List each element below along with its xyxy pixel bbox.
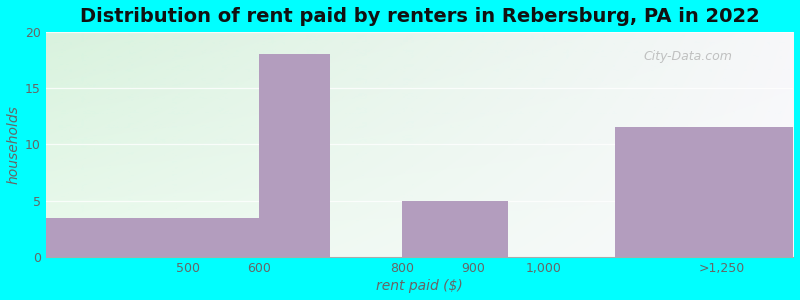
X-axis label: rent paid ($): rent paid ($) (376, 279, 463, 293)
Bar (402, 201, 509, 257)
Text: City-Data.com: City-Data.com (644, 50, 733, 63)
Bar (46, 218, 259, 257)
Bar (259, 54, 330, 257)
Y-axis label: households: households (7, 105, 21, 184)
Bar (615, 128, 793, 257)
Title: Distribution of rent paid by renters in Rebersburg, PA in 2022: Distribution of rent paid by renters in … (79, 7, 759, 26)
